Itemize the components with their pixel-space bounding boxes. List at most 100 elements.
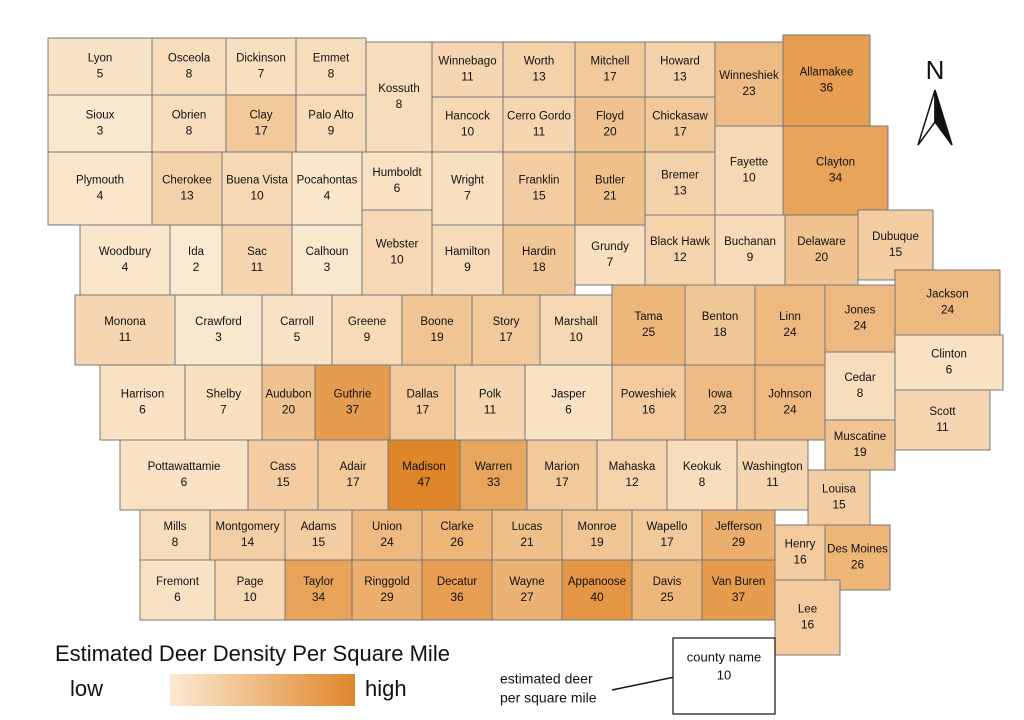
key-value: 10 [717, 667, 731, 682]
county-value: 3 [97, 124, 104, 138]
county-name: Greene [348, 316, 386, 328]
county [574, 96, 646, 153]
county [526, 439, 598, 511]
county [524, 364, 613, 441]
legend-high: high [365, 676, 407, 701]
county-name: Decatur [437, 576, 477, 588]
county-name: Linn [779, 311, 801, 323]
county-name: Madison [402, 461, 445, 473]
county-name: Tama [634, 311, 663, 323]
county-value: 14 [241, 535, 255, 549]
county-value: 19 [590, 535, 604, 549]
county [714, 41, 784, 127]
county [361, 209, 433, 296]
county-value: 10 [243, 590, 257, 604]
county-name: Sac [247, 246, 267, 258]
county-value: 4 [122, 260, 129, 274]
county-value: 10 [742, 171, 756, 185]
county-name: Davis [653, 576, 682, 588]
county-name: Clinton [931, 349, 967, 361]
county [502, 224, 576, 296]
county-name: Monroe [578, 521, 617, 533]
county-value: 17 [660, 535, 674, 549]
county [47, 94, 153, 153]
county-value: 11 [533, 125, 546, 139]
county-value: 47 [417, 475, 431, 489]
county [225, 37, 297, 96]
county [774, 524, 826, 581]
county-value: 9 [364, 330, 371, 344]
county-name: Muscatine [834, 431, 886, 443]
county-name: Winnebago [438, 56, 496, 68]
county-value: 10 [461, 125, 475, 139]
county-value: 10 [250, 189, 264, 203]
county-name: Franklin [519, 175, 560, 187]
legend-gradient [170, 674, 355, 706]
county-value: 7 [607, 255, 614, 269]
county-name: Wapello [646, 521, 687, 533]
county-name: Mahaska [609, 461, 656, 473]
county-name: Webster [376, 239, 419, 251]
county-name: Henry [785, 539, 816, 551]
county-value: 25 [660, 590, 674, 604]
county-name: Crawford [195, 316, 242, 328]
county [291, 151, 363, 226]
county-name: Allamakee [800, 67, 854, 79]
county-value: 8 [396, 97, 403, 111]
county-value: 6 [565, 403, 572, 417]
county-name: Lucas [512, 521, 543, 533]
north-label: N [926, 55, 945, 85]
county-value: 40 [590, 590, 604, 604]
county-value: 16 [642, 403, 656, 417]
county [574, 151, 646, 226]
county-name: Clarke [440, 521, 473, 533]
county-value: 10 [569, 330, 583, 344]
county-name: Montgomery [216, 521, 280, 533]
county-name: Taylor [303, 576, 334, 588]
county-value: 20 [603, 125, 617, 139]
county-value: 24 [941, 303, 955, 317]
county-value: 9 [328, 124, 335, 138]
county-name: Jefferson [715, 521, 762, 533]
county-value: 15 [532, 189, 546, 203]
county-value: 24 [783, 325, 797, 339]
county [184, 364, 263, 441]
north-arrow-right [934, 89, 953, 146]
county-name: Ringgold [364, 576, 409, 588]
county-value: 24 [380, 535, 394, 549]
county-name: Monona [104, 316, 146, 328]
county-value: 11 [936, 420, 949, 434]
county-value: 29 [380, 590, 394, 604]
county-name: Woodbury [99, 246, 151, 258]
county-name: Ida [188, 246, 205, 258]
county-value: 17 [416, 403, 430, 417]
county-name: Des Moines [827, 544, 888, 556]
county-name: Clayton [816, 157, 855, 169]
county-value: 26 [851, 558, 865, 572]
county-value: 7 [258, 67, 265, 81]
county-name: Shelby [206, 389, 241, 401]
county [261, 294, 333, 366]
county [824, 524, 891, 591]
county [857, 209, 934, 281]
county-value: 17 [555, 475, 569, 489]
county-name: Sioux [86, 110, 115, 122]
county-value: 11 [484, 403, 497, 417]
county [502, 96, 576, 153]
county-name: Jackson [926, 289, 968, 301]
county-value: 4 [324, 189, 331, 203]
county-name: Appanoose [568, 576, 626, 588]
county-value: 5 [294, 330, 301, 344]
county-value: 6 [139, 403, 146, 417]
county-name: Dallas [407, 389, 439, 401]
county [295, 37, 367, 96]
county-value: 7 [220, 403, 227, 417]
county [894, 334, 1004, 391]
legend-low: low [70, 676, 103, 701]
county-name: Buchanan [724, 236, 776, 248]
county-name: Iowa [708, 389, 733, 401]
county [79, 224, 171, 296]
county-value: 20 [815, 250, 829, 264]
county-name: Page [237, 576, 264, 588]
county-value: 6 [174, 590, 181, 604]
